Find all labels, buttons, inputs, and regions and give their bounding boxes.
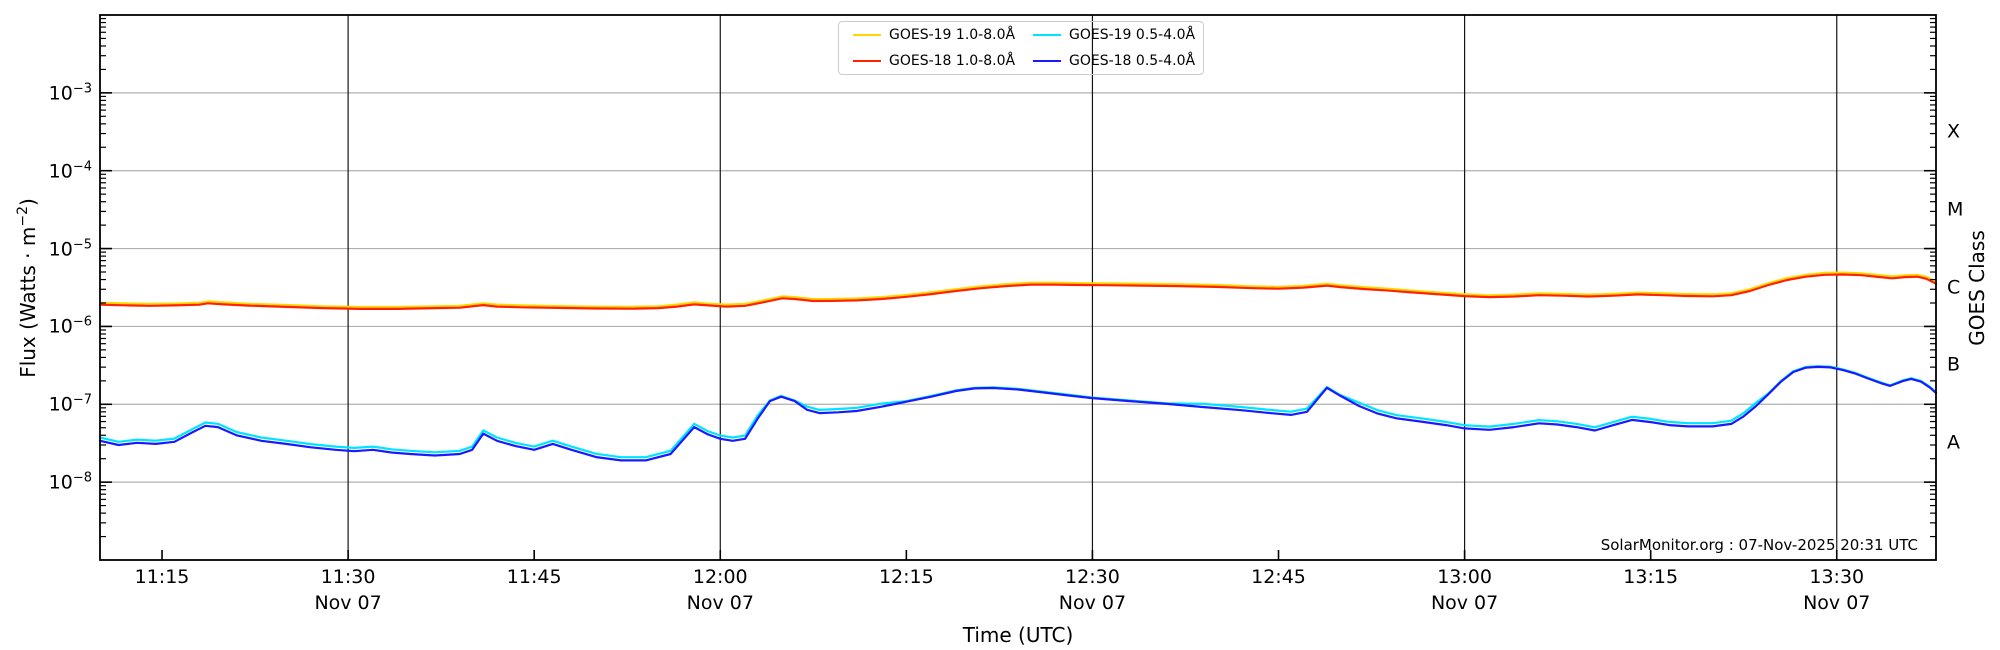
legend-item-goes18-long: GOES-18 1.0-8.0Å bbox=[841, 54, 1021, 68]
x-tick-label-13:00: 13:00 bbox=[1437, 566, 1492, 588]
legend-item-goes19-short: GOES-19 0.5-4.0Å bbox=[1021, 28, 1201, 42]
x-tick-label-12:15: 12:15 bbox=[878, 566, 934, 588]
x-tick-label-13:30: 13:30 bbox=[1809, 566, 1865, 588]
y-tick-label-1e-6: 10−6 bbox=[48, 314, 92, 339]
plot-border bbox=[99, 14, 1937, 561]
goes-class-label-A: A bbox=[1947, 431, 1960, 454]
series-line-3 bbox=[98, 365, 1938, 462]
x-tick-label-12:45: 12:45 bbox=[1251, 566, 1306, 588]
legend-box: GOES-19 1.0-8.0Å GOES-18 1.0-8.0Å GOES-1… bbox=[838, 21, 1204, 75]
x-tick-label-11:15: 11:15 bbox=[134, 566, 190, 588]
x-date-label: Nov 07 bbox=[1803, 592, 1871, 614]
series-line-2 bbox=[98, 365, 1938, 459]
x-tick-label-13:15: 13:15 bbox=[1623, 566, 1679, 588]
y-tick-label-1e-5: 10−5 bbox=[48, 236, 92, 261]
goes-class-label-B: B bbox=[1947, 353, 1961, 376]
x-date-label: Nov 07 bbox=[1430, 592, 1499, 614]
goes18-short-line-swatch bbox=[1033, 60, 1061, 62]
goes18-long-line-swatch bbox=[853, 60, 881, 62]
y-tick-label-1e-7: 10−7 bbox=[48, 392, 92, 416]
series-line-1 bbox=[98, 273, 1938, 310]
x-date-label: Nov 07 bbox=[1058, 592, 1127, 614]
legend-label: GOES-18 0.5-4.0Å bbox=[1069, 53, 1196, 69]
goes19-long-line-swatch bbox=[853, 34, 881, 36]
watermark-text: SolarMonitor.org : 07-Nov-2025 20:31 UTC bbox=[1600, 536, 1918, 554]
y-tick-label-1e-3: 10−3 bbox=[48, 81, 92, 105]
y-axis-title-flux: Flux (Watts · m−2) bbox=[15, 198, 40, 378]
legend-label: GOES-19 1.0-8.0Å bbox=[889, 27, 1016, 43]
y-tick-label-1e-8: 10−8 bbox=[48, 470, 92, 494]
x-tick-label-11:30: 11:30 bbox=[320, 566, 376, 588]
goes19-short-line-swatch bbox=[1033, 34, 1061, 36]
goes-class-label-X: X bbox=[1947, 120, 1961, 143]
legend-item-goes18-short: GOES-18 0.5-4.0Å bbox=[1021, 54, 1201, 68]
x-tick-label-12:30: 12:30 bbox=[1065, 566, 1120, 588]
legend-item-goes19-long: GOES-19 1.0-8.0Å bbox=[841, 28, 1021, 42]
y-tick-label-1e-4: 10−4 bbox=[48, 159, 92, 183]
goes-class-label-M: M bbox=[1947, 198, 1964, 221]
x-tick-label-12:00: 12:00 bbox=[692, 566, 748, 588]
x-date-label: Nov 07 bbox=[686, 592, 754, 614]
legend-label: GOES-18 1.0-8.0Å bbox=[889, 53, 1016, 69]
legend-label: GOES-19 0.5-4.0Å bbox=[1069, 27, 1196, 43]
goes-class-label-C: C bbox=[1947, 276, 1961, 298]
series-line-0 bbox=[99, 271, 1937, 308]
x-date-label: Nov 07 bbox=[314, 592, 382, 614]
x-axis-title: Time (UTC) bbox=[962, 623, 1074, 647]
y-axis-title-goes-class: GOES Class bbox=[1965, 230, 1989, 346]
x-tick-label-11:45: 11:45 bbox=[506, 566, 562, 588]
